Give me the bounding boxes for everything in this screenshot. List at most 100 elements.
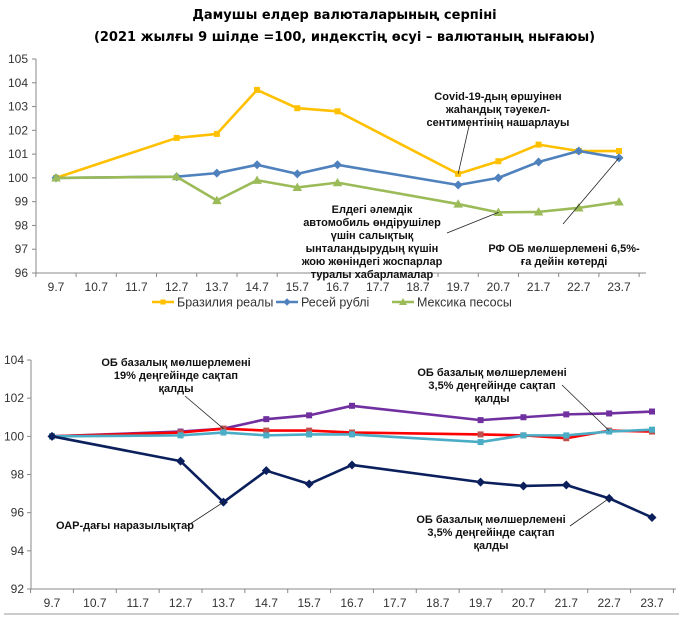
data-point [493,173,503,183]
y-tick-label: 94 [11,544,25,558]
data-point [292,182,303,191]
annotation-text: қалды [475,393,510,405]
x-tick-label: 23.7 [640,596,664,610]
series-series-navy [47,431,657,522]
y-tick-label: 100 [4,429,24,443]
data-point [520,414,527,421]
data-point [212,195,222,205]
annotation-text: жаһандық тәуекел- [445,104,551,116]
y-tick-label: 101 [8,147,28,161]
annotation-text: қалды [159,383,194,395]
data-point [606,428,613,435]
data-point [47,431,57,441]
x-tick-label: 16.7 [340,596,364,610]
legend-marker [283,298,291,306]
data-point [263,416,270,423]
x-tick-label: 22.7 [597,596,621,610]
data-point [534,157,544,167]
leader-line [457,125,470,174]
data-point [294,105,301,112]
data-point [252,160,262,170]
annotation: ОАР-дағы наразылықтар [56,501,224,532]
x-tick-label: 17.7 [383,596,407,610]
y-tick-label: 104 [8,76,28,90]
x-tick-label: 21.7 [555,596,579,610]
data-point [535,141,542,148]
annotation-text: 19% деңгейінде сақтап [114,370,238,382]
data-point [213,130,220,137]
data-point [263,432,270,439]
x-tick-label: 12.7 [169,596,193,610]
data-point [533,207,544,216]
leader-line [184,395,224,430]
y-tick-label: 99 [15,195,29,209]
annotation-text: ынталандырудың күшін [306,243,439,255]
chart-1: 96 97 98 99 100 101 102 103 104 105 9.7 10.7 11.7 12.… [8,52,646,310]
x-tick-label: 10.7 [83,596,107,610]
y-tick-label: 100 [8,171,28,185]
y-tick-label: 104 [4,353,24,367]
legend-label: Мексика песосы [417,296,512,310]
chart-subtitle: (2021 жылғы 9 шілде =100, индекстің өсуі… [93,30,596,45]
data-point [349,431,355,438]
y-tick-label: 102 [8,123,28,137]
x-tick-label: 15.7 [297,596,321,610]
data-point [518,481,528,491]
leader-line [561,384,610,431]
x-tick-label: 18.7 [426,596,450,610]
x-tick-label: 9.7 [48,280,65,294]
data-point [477,431,484,438]
data-point [563,411,570,418]
annotation-text: туралы хабарламалар [311,269,434,281]
y-tick-label: 96 [11,506,25,520]
x-tick-label: 11.7 [125,280,148,294]
annotation-text: сентиментінің нашарлауы [427,117,570,129]
data-point [261,466,271,476]
annotation-text: ОБ базалық мөлшерлемені [101,357,250,369]
data-point [176,456,186,466]
data-point [306,431,313,438]
annotation-text: автомобиль өндірушілер [303,217,441,229]
x-tick-label: 14.7 [245,280,269,294]
data-point [495,158,502,165]
series-line [51,435,653,519]
data-point [347,460,357,470]
y-tick-label: 103 [8,100,28,114]
x-tick-label: 22.7 [567,280,591,294]
data-point [220,429,227,436]
series-series-cyan [49,426,655,446]
x-tick-label: 16.7 [326,280,350,294]
data-point [349,402,355,409]
leader-line [446,211,499,234]
y-tick-label: 105 [8,52,28,66]
data-point [574,146,584,156]
annotation-text: 3,5% деңгейінде сақтап [428,380,555,392]
data-point [493,207,504,216]
y-tick-label: 102 [4,391,24,405]
legend-item: Бразилия реалы [152,296,273,310]
legend-item: Ресей рублі [276,296,369,310]
chart-2: 92 94 96 98 100 102 104 9.7 10.7 11.7 12.7 13.7 14.7… [4,353,676,610]
data-point [616,148,622,155]
legend-label: Бразилия реалы [177,296,273,310]
leader-line [186,501,224,527]
data-point [563,432,570,439]
data-point [263,427,270,434]
data-point [292,169,302,179]
data-point [476,477,486,487]
x-tick-label: 14.7 [255,596,279,610]
data-point [606,410,613,417]
data-point [177,432,184,439]
chart-title: Дамушы елдер валюталарының серпіні [192,8,497,23]
legend-item: Мексика песосы [392,296,512,310]
annotation-text: қалды [474,540,509,552]
data-point [304,479,314,489]
data-point [173,134,180,141]
x-tick-label: 20.7 [487,280,511,294]
x-tick-label: 23.7 [607,280,631,294]
y-tick-label: 98 [11,468,25,482]
